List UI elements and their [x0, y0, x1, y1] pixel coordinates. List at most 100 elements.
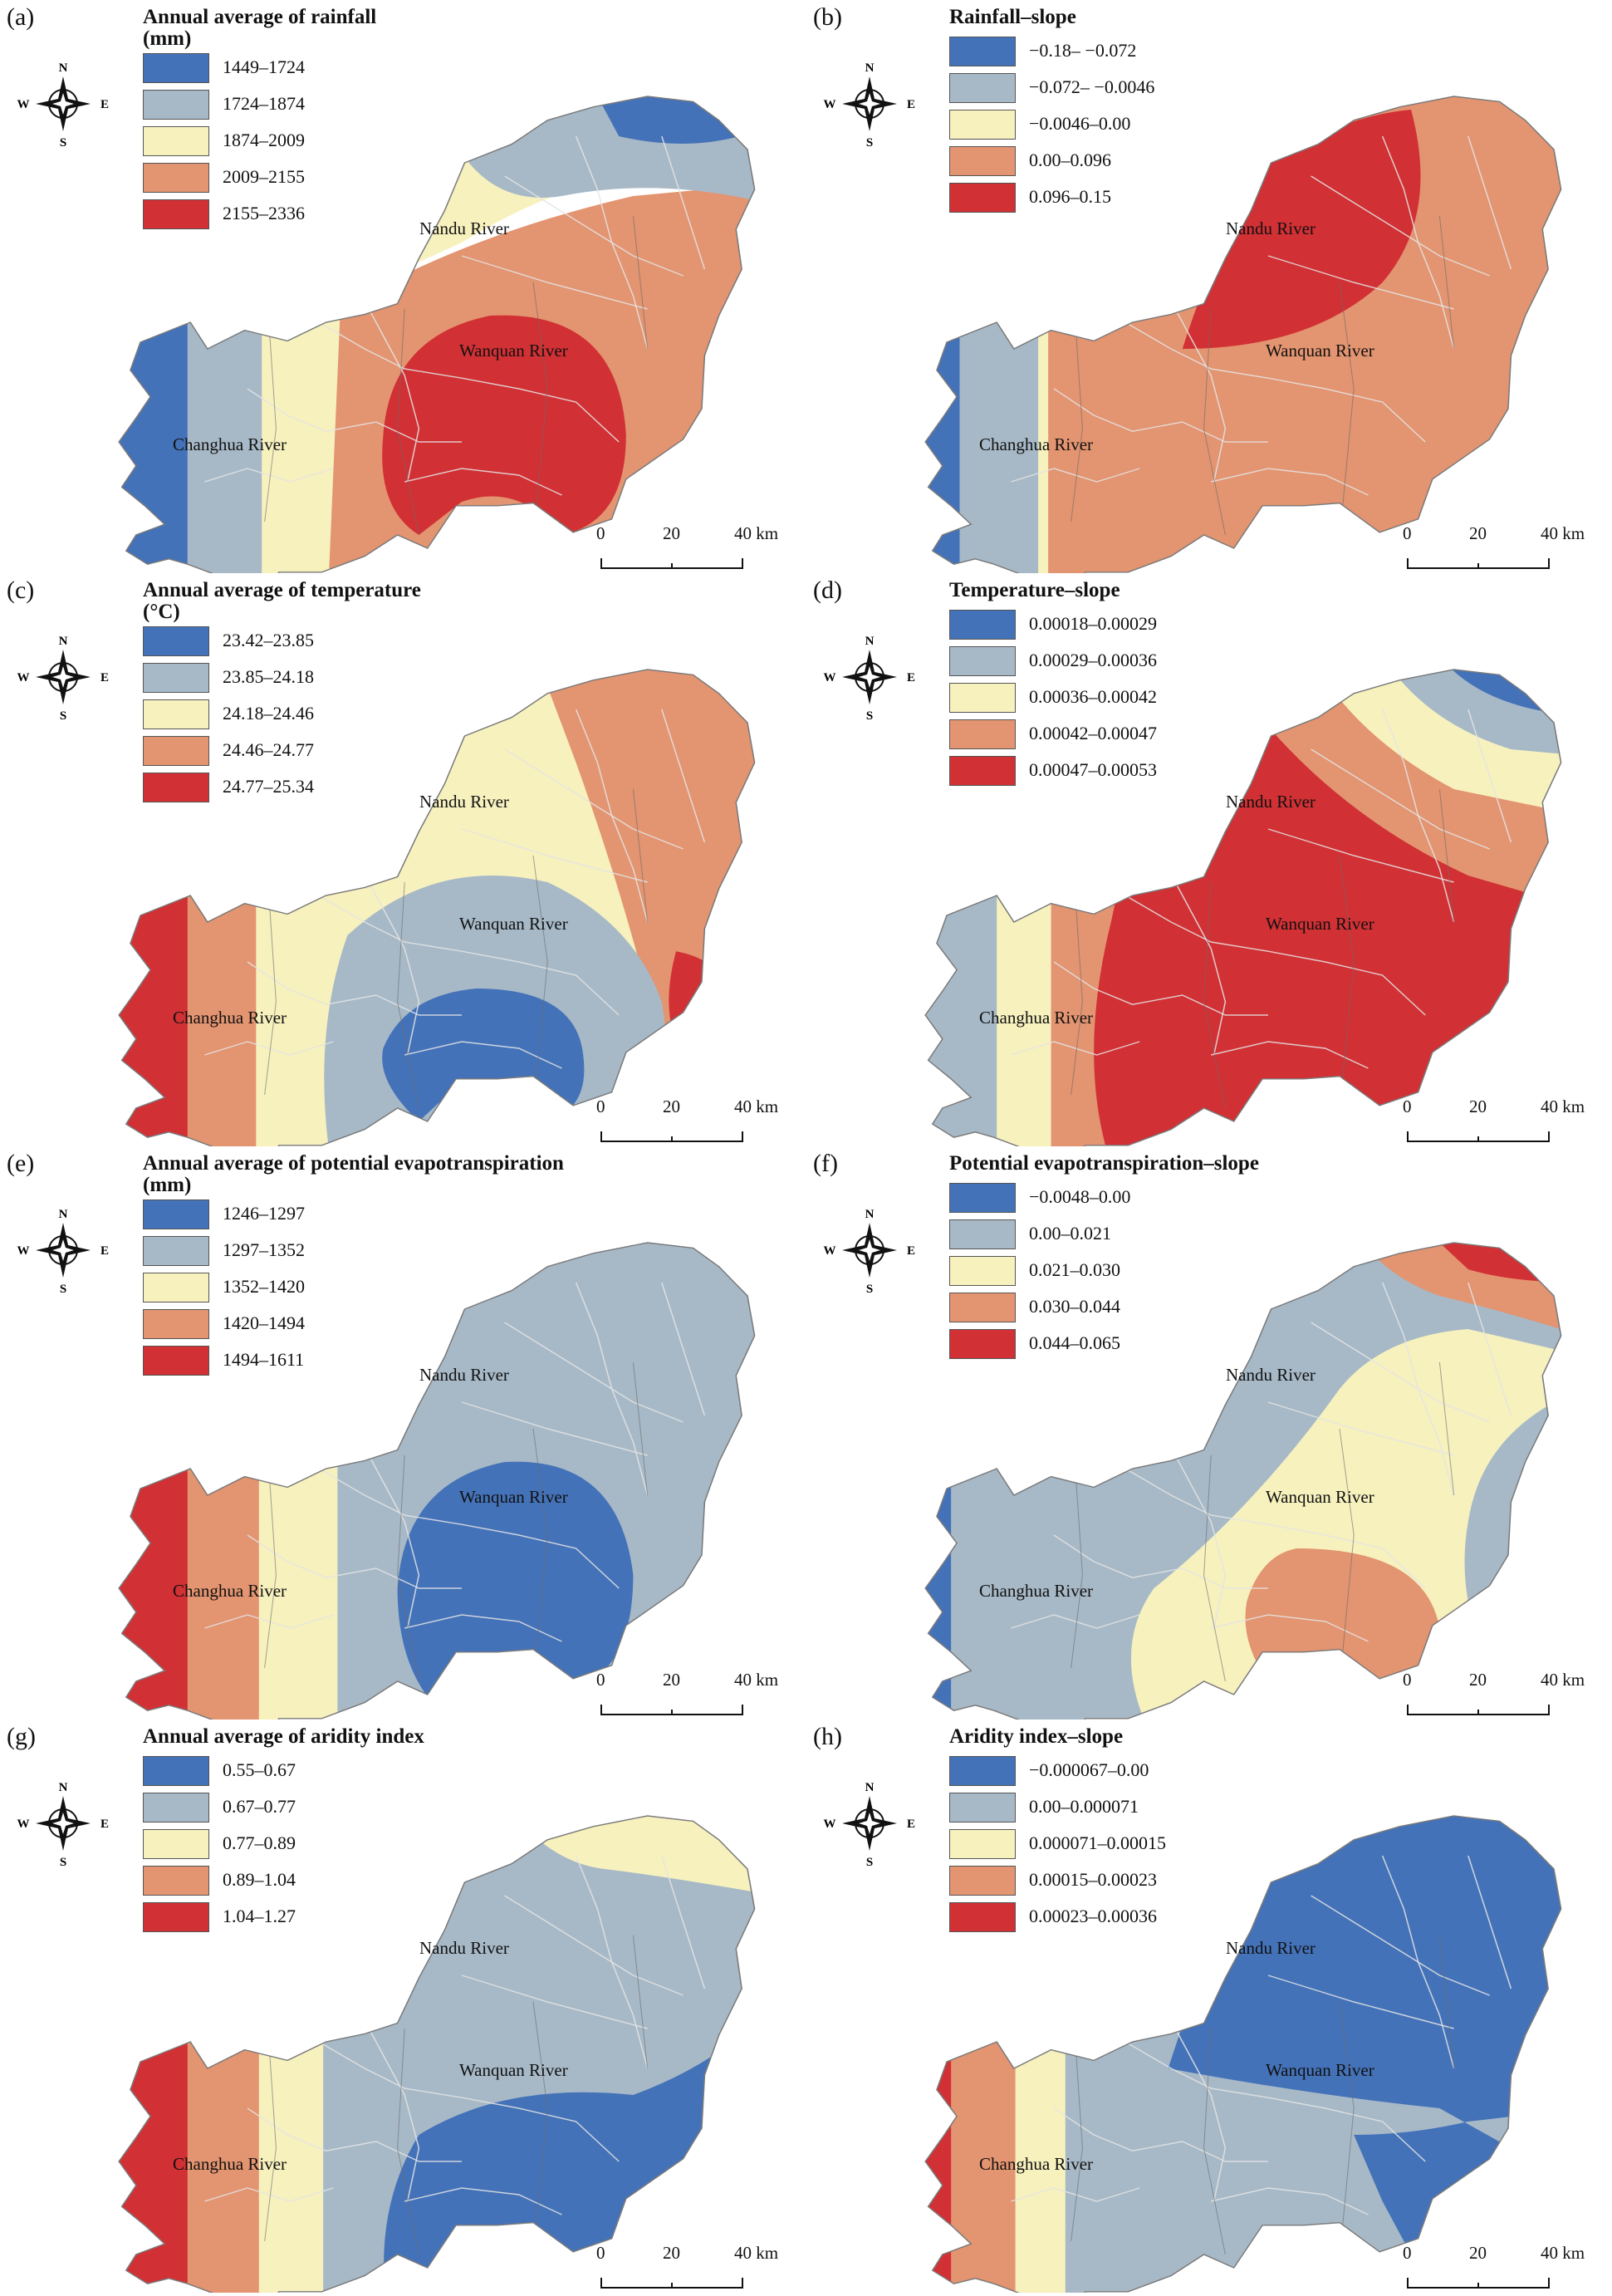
legend-title-text: Annual average of rainfall: [143, 6, 377, 28]
scale-tick-label: 20: [1469, 2243, 1487, 2263]
compass-star-inner: [859, 93, 880, 115]
zone-1: [119, 96, 191, 573]
compass-east: E: [907, 98, 915, 111]
legend-title-text: Annual average of potential evapotranspi…: [143, 1152, 564, 1175]
legend-swatch: [143, 53, 209, 83]
legend-label: 0.00015–0.00023: [1029, 1869, 1157, 1890]
legend-swatch: [949, 756, 1016, 786]
map-canvas: [118, 96, 756, 573]
legend-item: 0.044–0.065: [949, 1329, 1381, 1359]
scale-tick-label: 20: [1469, 523, 1487, 543]
scale-bar-path: [600, 1131, 743, 1142]
subbasin-boundary-4: [1438, 215, 1455, 350]
subbasin-boundary-2: [1203, 881, 1226, 1109]
zone-1: [119, 670, 191, 1146]
compass-south: S: [866, 1856, 873, 1869]
legend-label: 1874–2009: [223, 130, 305, 150]
subbasin-boundary-4: [1438, 1361, 1455, 1496]
river-label-nandu: Nandu River: [419, 218, 509, 238]
region-outline: [924, 1242, 1562, 1720]
zone-2: [187, 670, 259, 1146]
legend-swatch: [949, 1829, 1016, 1859]
zone-6: [1094, 802, 1212, 1146]
legend-item: 24.77–25.34: [143, 773, 575, 802]
river-label-changhua: Changhua River: [173, 1008, 287, 1028]
scale-bar: 0 20 40 km: [1393, 1088, 1609, 1146]
zone-1: [119, 1243, 191, 1720]
scale-tick-label: 0: [1403, 1096, 1412, 1116]
river-line-2: [1053, 961, 1269, 1016]
river-label-wanquan: Wanquan River: [459, 914, 568, 934]
river-label-wanquan: Wanquan River: [459, 2060, 568, 2080]
river-line-5: [504, 1895, 684, 1996]
legend-title: Annual average of aridity index: [143, 1726, 424, 1748]
legend-item: 0.00–0.096: [949, 146, 1381, 176]
river-line-3: [1011, 468, 1140, 483]
river-line-5: [1311, 175, 1490, 277]
map-canvas: [840, 656, 1562, 1146]
legend-item: 0.030–0.044: [949, 1293, 1381, 1322]
legend-label: 0.67–0.77: [223, 1796, 296, 1817]
river-label-wanquan: Wanquan River: [1266, 2060, 1374, 2080]
scale-bar-path: [1407, 1131, 1550, 1142]
river-label-changhua: Changhua River: [979, 1008, 1094, 1028]
river-line-4: [461, 1975, 648, 2029]
subbasin-boundary-1: [1071, 321, 1083, 522]
scale-tick-label: 0: [1403, 1670, 1412, 1690]
map-panel-a: (a) Annual average of rainfall (mm) 1449–17…: [0, 0, 806, 573]
region-outline: [118, 96, 756, 573]
legend-label: 0.000071–0.00015: [1029, 1832, 1166, 1853]
subbasin-boundary-2: [397, 881, 419, 1109]
subbasin-boundary-1: [1071, 895, 1083, 1096]
compass-rose: N S W E: [17, 61, 110, 150]
compass-west: W: [824, 1818, 836, 1831]
legend-swatch: [949, 1293, 1016, 1322]
compass-west: W: [824, 671, 836, 684]
river-line-9: [661, 1855, 706, 1989]
river-line-4: [1267, 828, 1454, 883]
legend-item: 1420–1494: [143, 1309, 575, 1339]
region-outline: [924, 96, 1562, 573]
compass-east: E: [100, 1818, 109, 1831]
legend-title-unit: (mm): [143, 27, 192, 50]
legend-label: 1246–1297: [223, 1203, 305, 1224]
legend-swatch: [949, 1183, 1016, 1213]
legend-item: 0.00015–0.00023: [949, 1866, 1381, 1896]
legend-item: 0.00018–0.00029: [949, 610, 1381, 640]
scale-tick-label: 0: [596, 1670, 605, 1690]
compass-east: E: [907, 671, 915, 684]
scale-tick-label: 0: [1403, 2243, 1412, 2263]
river-line-9: [661, 1282, 706, 1416]
scale-tick-label: 40 km: [734, 1096, 779, 1116]
legend-item: 1724–1874: [143, 90, 575, 120]
legend-label: 0.77–0.89: [223, 1832, 296, 1853]
map-panel-h: (h) Aridity index–slope −0.000067–0.00 0.00…: [806, 1720, 1612, 2293]
subbasin-boundary-3: [1339, 2001, 1355, 2229]
legend-swatch: [949, 1256, 1016, 1286]
river-line-5: [1311, 1895, 1490, 1996]
zone-layer: [119, 96, 755, 573]
north-arrow-icon: N S W E: [821, 631, 921, 723]
river-line-4: [461, 828, 648, 883]
legend-swatch: [143, 1200, 209, 1229]
river-line-1: [318, 2041, 620, 2162]
legend-label: 1.04–1.27: [223, 1906, 296, 1926]
scale-tick-label: 0: [1403, 523, 1412, 543]
river-line-9: [1467, 709, 1512, 843]
map-panel-e: (e) Annual average of potential evapotran…: [0, 1146, 806, 1720]
zone-2: [187, 1243, 262, 1720]
legend-swatch: [143, 663, 209, 693]
scale-bar-line: [600, 2278, 743, 2289]
legend-label: 0.00029–0.00036: [1029, 650, 1157, 670]
river-line-1: [1124, 1468, 1426, 1589]
legend-title-text: Rainfall–slope: [949, 6, 1076, 28]
legend-label: 2155–2336: [223, 203, 305, 223]
legend-label: 1724–1874: [223, 93, 305, 114]
river-label-nandu: Nandu River: [419, 1938, 509, 1958]
legend-item: 1.04–1.27: [143, 1902, 575, 1932]
legend-item: 0.89–1.04: [143, 1866, 575, 1896]
compass-rose: N S W E: [824, 61, 916, 150]
river-label-changhua: Changhua River: [173, 2154, 287, 2174]
compass-star-inner: [52, 1239, 74, 1261]
zone-1: [840, 656, 925, 1146]
